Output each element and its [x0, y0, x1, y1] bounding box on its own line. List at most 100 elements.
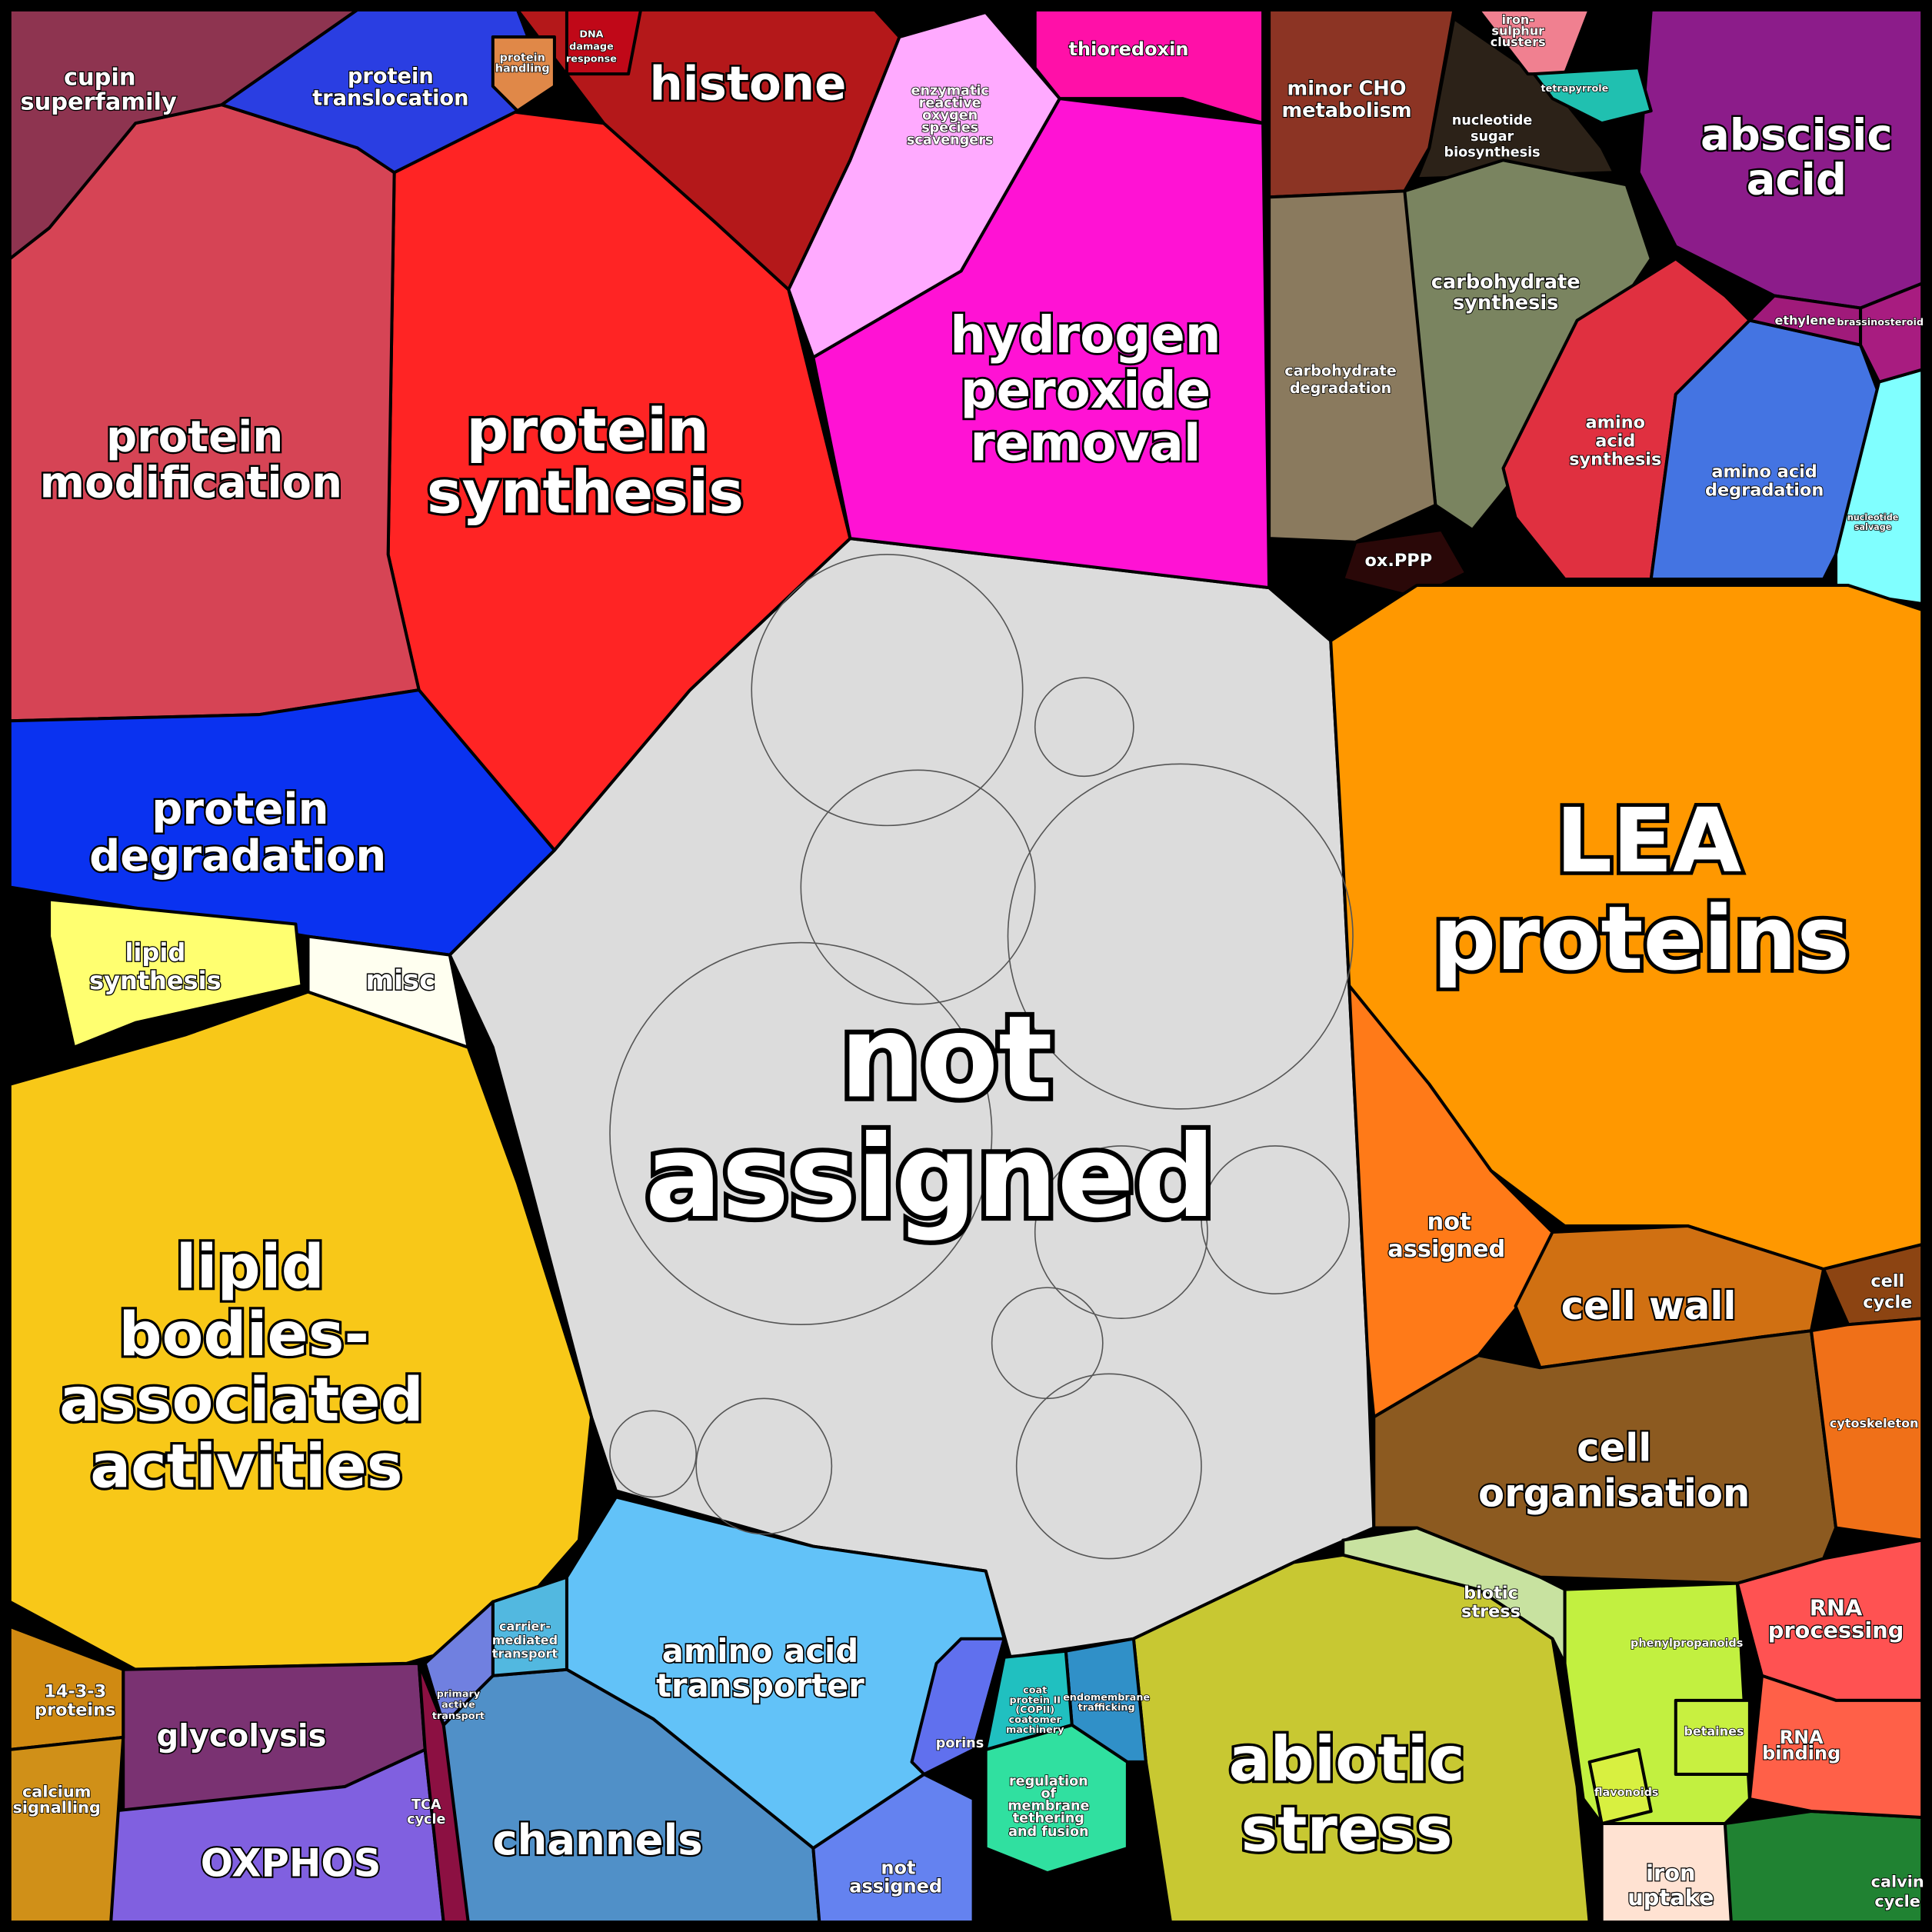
region-label: carbohydrate	[1284, 362, 1396, 380]
region	[811, 1772, 975, 1924]
region-label: sulphur	[1491, 24, 1544, 38]
region	[1532, 66, 1653, 125]
region-label: phenylpropanoids	[1631, 1637, 1743, 1650]
region	[1809, 1317, 1924, 1542]
region-label: cell wall	[1561, 1284, 1737, 1328]
region-label: amino	[1586, 413, 1646, 433]
region-label: flavonoids	[1594, 1787, 1659, 1799]
region-label: glycolysis	[157, 1718, 327, 1754]
sub-cell	[609, 941, 993, 1325]
region	[1587, 1747, 1653, 1826]
region-label: thioredoxin	[1068, 38, 1188, 60]
region	[1267, 8, 1456, 199]
region-label: proteins	[1433, 888, 1850, 991]
region-label: carrier-	[499, 1619, 551, 1634]
region-label: synthesis	[1569, 450, 1661, 470]
decoration	[609, 554, 1354, 1560]
region-label: OXPHOS	[201, 1840, 381, 1885]
region	[984, 1649, 1074, 1751]
region-label: protein II	[1009, 1694, 1061, 1706]
region	[1600, 1822, 1733, 1924]
region-label: transporter	[656, 1667, 864, 1704]
region-label: oxygen	[922, 108, 978, 124]
region-label: biotic	[1464, 1583, 1518, 1603]
region-label: acid	[1747, 155, 1847, 205]
region-label: cell	[1577, 1425, 1651, 1470]
region-label: machinery	[1006, 1724, 1064, 1736]
region-label: stress	[1241, 1794, 1452, 1866]
region-label: salvage	[1854, 522, 1892, 532]
region-label: scavengers	[907, 133, 993, 148]
region-label: LEA	[1556, 790, 1742, 893]
region-label: of	[1041, 1787, 1056, 1802]
region-label: endomembrane	[1063, 1692, 1150, 1704]
region-label: processing	[1768, 1617, 1904, 1644]
region-label: binding	[1762, 1743, 1840, 1764]
region-label: brassinosteroid	[1837, 317, 1924, 328]
region-label: RNA	[1810, 1595, 1863, 1621]
region-label: protein	[106, 412, 283, 462]
region-label: modification	[40, 458, 342, 508]
region-label: activities	[90, 1431, 402, 1501]
region-label: uptake	[1627, 1884, 1714, 1910]
region-label: cupin	[64, 64, 136, 91]
region-label: histone	[649, 56, 846, 111]
region-label: amino acid	[662, 1632, 858, 1670]
region-label: TCA	[411, 1797, 441, 1813]
region-label: nucleotide	[1452, 113, 1533, 128]
region-label: not	[840, 991, 1053, 1124]
region-label: stress	[1461, 1601, 1521, 1621]
region-label: cell	[1870, 1271, 1904, 1291]
region-label: metabolism	[1281, 99, 1411, 122]
sub-cell	[1015, 1373, 1202, 1560]
region-label: protein	[348, 65, 434, 88]
region-label: membrane	[1008, 1799, 1089, 1814]
region-label: (COPII)	[1015, 1704, 1054, 1716]
region-label: bodies-	[118, 1299, 369, 1370]
region-label: reactive	[919, 96, 981, 112]
region-label: cytoskeleton	[1830, 1416, 1919, 1431]
region	[220, 8, 544, 175]
region-label: cycle	[407, 1812, 445, 1827]
region-label: primary	[437, 1688, 481, 1700]
region-label: cycle	[1874, 1892, 1920, 1910]
sub-cell	[751, 554, 1024, 827]
region-label: transport	[432, 1710, 485, 1722]
region-label: minor CHO	[1287, 77, 1407, 100]
region	[1267, 189, 1437, 544]
region	[910, 1637, 1006, 1776]
region	[8, 1735, 125, 1924]
region-label: trafficking	[1078, 1702, 1135, 1714]
sub-cell	[1201, 1145, 1351, 1294]
labels: notassignedproteinsynthesishistoneprotei…	[12, 12, 1925, 1911]
region	[1033, 8, 1265, 125]
region-label: proteins	[35, 1700, 115, 1720]
region-label: handling	[495, 63, 550, 75]
region-label: removal	[970, 415, 1201, 473]
region-label: carbohydrate	[1431, 271, 1581, 294]
region-label: biosynthesis	[1444, 145, 1541, 161]
region-label: ethylene	[1774, 313, 1835, 328]
region-label: organisation	[1478, 1471, 1750, 1516]
sub-cell	[800, 769, 1036, 1005]
region	[8, 990, 593, 1671]
sub-cell	[991, 1287, 1104, 1400]
region-label: enzymatic	[911, 84, 989, 99]
region-label: amino acid	[1711, 462, 1817, 482]
region-label: damage	[569, 41, 614, 52]
region-label: signalling	[12, 1798, 100, 1817]
region-label: betaines	[1684, 1724, 1744, 1738]
region	[1347, 984, 1554, 1419]
region-label: clusters	[1491, 35, 1546, 49]
sub-cell	[609, 1410, 697, 1498]
region-label: synthesis	[1453, 291, 1558, 315]
region-label: hydrogen	[950, 306, 1221, 365]
region	[565, 8, 643, 76]
region	[306, 934, 470, 1049]
region-label: synthesis	[427, 458, 744, 527]
region-label: protein	[500, 52, 545, 64]
sub-cell	[1034, 677, 1134, 778]
region-label: calcium	[22, 1782, 92, 1800]
